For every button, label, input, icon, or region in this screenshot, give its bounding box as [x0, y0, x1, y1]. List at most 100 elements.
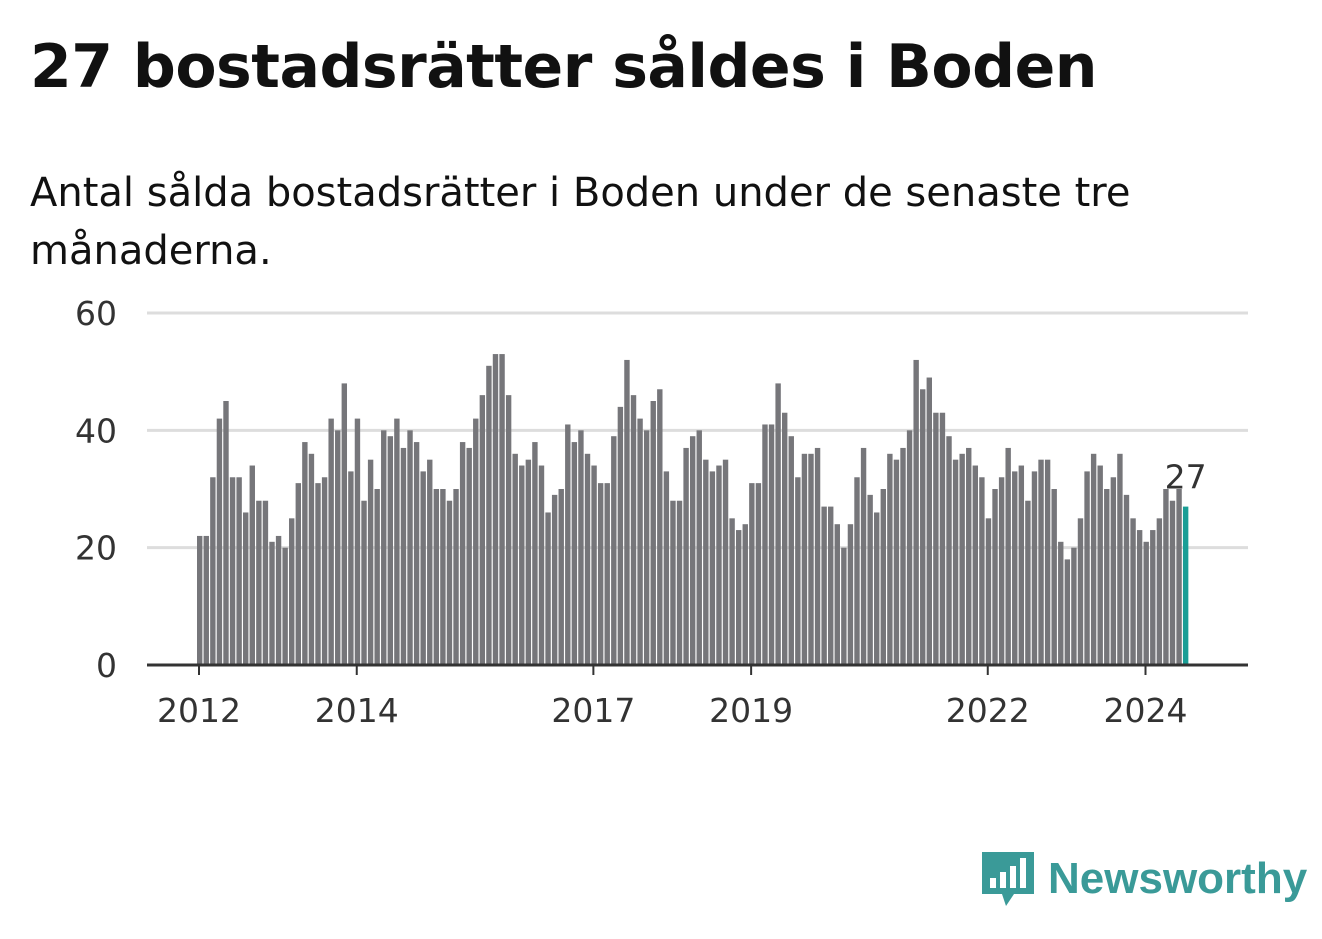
- bar: [545, 512, 551, 665]
- bar: [933, 412, 939, 665]
- bar: [308, 453, 315, 665]
- bar: [696, 430, 702, 665]
- bar: [1123, 494, 1130, 665]
- bar: [860, 447, 867, 665]
- bar: [479, 395, 486, 665]
- bar: [413, 442, 420, 665]
- bar: [703, 459, 709, 665]
- x-tick-label: 2017: [551, 691, 635, 730]
- bar: [249, 465, 255, 665]
- bar: [992, 489, 998, 665]
- bar: [1058, 541, 1064, 665]
- bar: [394, 418, 400, 665]
- bar: [808, 453, 814, 665]
- bar: [1110, 477, 1117, 665]
- bar: [262, 500, 269, 665]
- bar: [1130, 518, 1136, 665]
- bar: [229, 477, 236, 665]
- bar: [565, 424, 571, 665]
- bar: [453, 489, 459, 665]
- bar: [966, 447, 972, 665]
- bar: [650, 401, 656, 665]
- bar: [998, 477, 1005, 665]
- bar: [210, 477, 216, 665]
- bar: [788, 436, 794, 665]
- bar: [617, 406, 624, 665]
- bar: [828, 506, 834, 665]
- bar: [749, 483, 755, 665]
- bar: [670, 500, 676, 665]
- y-tick-label: 60: [75, 294, 117, 333]
- newsworthy-logo[interactable]: Newsworthy: [980, 848, 1307, 910]
- bar: [197, 535, 203, 665]
- bar: [979, 477, 985, 665]
- bar: [972, 465, 979, 665]
- bar: [578, 430, 584, 665]
- bar: [939, 412, 946, 665]
- bar: [1038, 459, 1044, 665]
- bar: [1051, 489, 1057, 665]
- bar: [315, 483, 321, 665]
- bar: [834, 524, 840, 665]
- bar: [926, 377, 932, 665]
- bar: [381, 430, 387, 665]
- bar: [946, 436, 952, 665]
- bar: [282, 547, 288, 665]
- bar: [256, 500, 262, 665]
- bar: [643, 430, 650, 665]
- bars: [197, 354, 1189, 665]
- bar: [584, 453, 591, 665]
- bar: [400, 447, 407, 665]
- bar: [1104, 489, 1110, 665]
- bar: [387, 436, 394, 665]
- bar: [1031, 471, 1038, 665]
- bar: [1117, 453, 1123, 665]
- bar: [223, 401, 229, 665]
- bar: [203, 535, 209, 665]
- bar: [847, 524, 854, 665]
- bar: [952, 459, 959, 665]
- bar: [1064, 559, 1071, 665]
- bar: [341, 383, 348, 665]
- bar: [683, 447, 689, 665]
- bar: [624, 359, 630, 665]
- bar: [348, 471, 354, 665]
- bar: [795, 477, 801, 665]
- bar: [374, 489, 380, 665]
- bar: [735, 530, 742, 665]
- brand-name: Newsworthy: [1048, 854, 1308, 903]
- bar: [295, 483, 301, 665]
- bar: [492, 354, 499, 665]
- x-tick-label: 2024: [1104, 691, 1188, 730]
- bar: [814, 447, 821, 665]
- bar: [716, 465, 722, 665]
- bar: [433, 489, 440, 665]
- bar-chart: 0 20 40 60 2012 2014 2017 2019 2022 2024 27: [75, 294, 1248, 730]
- y-tick-label: 40: [75, 411, 117, 450]
- bar: [959, 453, 965, 665]
- bar: [1005, 447, 1011, 665]
- bar: [551, 494, 558, 665]
- bar: [1090, 453, 1097, 665]
- labels: 0 20 40 60 2012 2014 2017 2019 2022 2024 27: [75, 294, 1207, 730]
- bar: [893, 459, 900, 665]
- bar: [604, 483, 610, 665]
- bar: [367, 459, 374, 665]
- bar: [867, 494, 873, 665]
- bar: [689, 436, 696, 665]
- bar: [1097, 465, 1103, 665]
- highlight-value-label: 27: [1165, 458, 1207, 497]
- bar: [459, 442, 466, 665]
- bar: [335, 430, 341, 665]
- bar: [407, 430, 413, 665]
- bar: [709, 471, 716, 665]
- bar: [1018, 465, 1025, 665]
- bar: [854, 477, 860, 665]
- bar: [538, 465, 545, 665]
- newsworthy-logo-icon: [982, 852, 1034, 906]
- x-tick-label: 2022: [946, 691, 1030, 730]
- bar: [519, 465, 525, 665]
- bar: [505, 395, 512, 665]
- bar: [466, 447, 472, 665]
- bar: [499, 354, 505, 665]
